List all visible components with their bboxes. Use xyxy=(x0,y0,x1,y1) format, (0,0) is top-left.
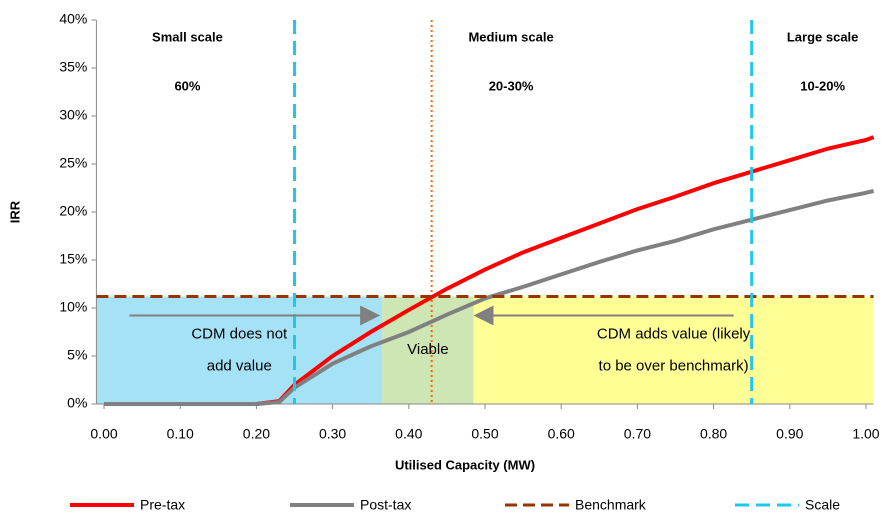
region-label: Viable xyxy=(407,341,448,358)
x-tick-label: 0.20 xyxy=(243,426,270,442)
zone-name: Medium scale xyxy=(468,29,553,44)
zone-share: 60% xyxy=(174,78,200,93)
x-tick-label: 1.00 xyxy=(852,426,879,442)
region xyxy=(96,296,383,404)
x-tick-label: 0.80 xyxy=(700,426,727,442)
legend-label: Scale xyxy=(805,497,840,513)
legend-label: Pre-tax xyxy=(140,497,185,513)
y-tick-label: 5% xyxy=(67,347,87,363)
y-tick-label: 10% xyxy=(59,299,87,315)
zone-share: 10-20% xyxy=(800,78,845,93)
x-tick-label: 0.70 xyxy=(624,426,651,442)
x-tick-label: 0.50 xyxy=(471,426,498,442)
x-axis-label: Utilised Capacity (MW) xyxy=(395,457,535,472)
zone-share: 20-30% xyxy=(489,78,534,93)
region-label: add value xyxy=(207,357,272,374)
x-tick-label: 0.40 xyxy=(395,426,422,442)
y-tick-label: 0% xyxy=(67,395,87,411)
zone-name: Small scale xyxy=(152,29,223,44)
legend-label: Benchmark xyxy=(575,497,647,513)
series-line xyxy=(104,188,875,406)
y-tick-label: 40% xyxy=(59,11,87,27)
y-tick-label: 20% xyxy=(59,203,87,219)
y-tick-label: 25% xyxy=(59,155,87,171)
x-tick-label: 0.60 xyxy=(548,426,575,442)
legend-label: Post-tax xyxy=(360,497,411,513)
x-tick-label: 0.00 xyxy=(90,426,117,442)
y-tick-label: 15% xyxy=(59,251,87,267)
y-axis-label: IRR xyxy=(7,200,22,223)
region xyxy=(473,296,874,404)
y-tick-label: 30% xyxy=(59,107,87,123)
region-label: CDM adds value (likely xyxy=(597,325,751,342)
region-label: to be over benchmark) xyxy=(599,357,749,374)
x-tick-label: 0.30 xyxy=(319,426,346,442)
zone-name: Large scale xyxy=(787,29,859,44)
x-tick-label: 0.10 xyxy=(167,426,194,442)
region-label: CDM does not xyxy=(191,325,288,342)
y-tick-label: 35% xyxy=(59,59,87,75)
x-tick-label: 0.90 xyxy=(776,426,803,442)
